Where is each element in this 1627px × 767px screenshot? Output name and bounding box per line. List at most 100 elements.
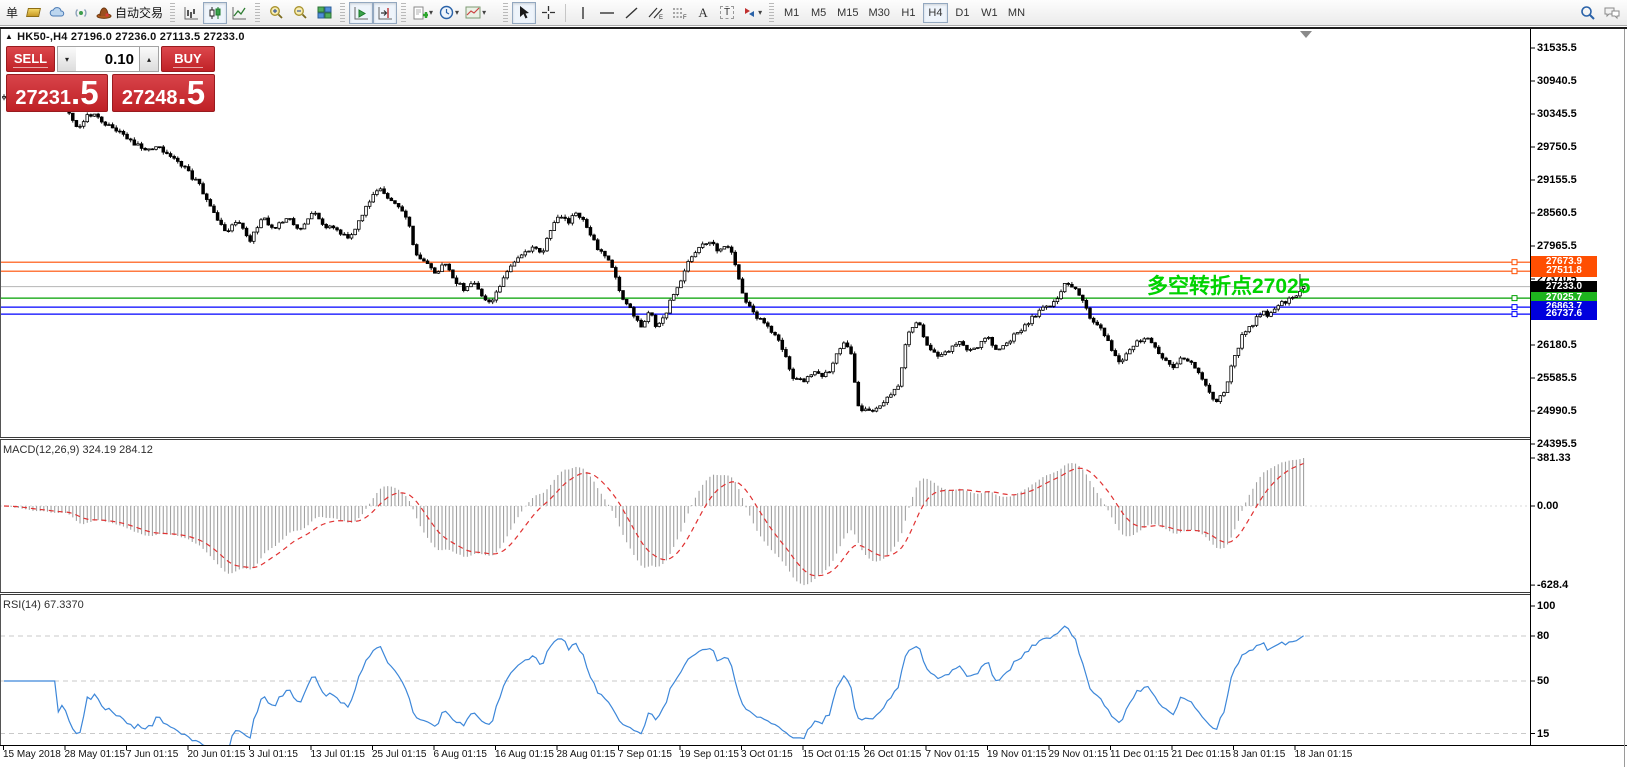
toolbar-grip [170,2,176,23]
trendline-icon [625,6,638,19]
auto-scroll-icon [354,6,369,19]
horizontal-line-tool-button[interactable] [595,2,619,24]
line-chart-mode-button[interactable] [227,2,251,24]
chart-window-right-border [1624,29,1625,767]
chat-button[interactable] [1600,2,1624,24]
vertical-line-tool-button[interactable] [571,2,595,24]
tile-windows-icon [317,6,332,19]
time-tick-label: 7 Nov 01:15 [925,749,980,760]
fibonacci-tool-button[interactable]: F [667,2,691,24]
rsi-pane-separator[interactable] [0,592,1530,595]
time-tick-label: 28 Aug 01:15 [556,749,616,760]
spinner-up-icon: ▴ [146,54,151,64]
sell-button[interactable]: SELL [6,46,55,72]
horizontal-line-icon [600,11,615,14]
zoom-out-button[interactable] [288,2,312,24]
cursor-tool-button[interactable] [512,1,537,24]
price-level-badge: 26737.6 [1531,308,1597,321]
macd-tick-label: 0.00 [1537,500,1559,512]
gold-box-icon [25,8,41,17]
tile-windows-button[interactable] [312,2,336,24]
templates-button[interactable]: ▾ [462,2,489,24]
price-tick-label: 30345.5 [1537,108,1577,120]
zoom-in-button[interactable] [264,2,288,24]
candlestick-mode-button[interactable] [203,1,228,24]
timeframe-button-h1[interactable]: H1 [896,3,921,23]
periods-button[interactable]: ▾ [436,2,462,24]
time-tick-label: 29 Nov 01:15 [1048,749,1109,760]
time-tick-label: 15 Oct 01:15 [802,749,860,760]
timeframe-button-mn[interactable]: MN [1004,3,1029,23]
toolbar-grip [769,2,775,23]
text-label-tool-button[interactable]: T [715,2,739,24]
cloud-icon [49,7,65,17]
new-order-button[interactable]: 单 [3,2,21,24]
sell-button-label: SELL [12,50,49,68]
time-tick-label: 8 Jan 01:15 [1233,749,1286,760]
rsi-tick-label: 50 [1537,675,1550,687]
price-level-badge: 27511.8 [1531,265,1597,278]
trendline-tool-button[interactable] [619,2,643,24]
text-tool-button[interactable]: A [691,2,715,24]
timeframe-button-m5[interactable]: M5 [806,3,831,23]
cloud-signals-button[interactable] [45,2,69,24]
timeframe-button-w1[interactable]: W1 [977,3,1002,23]
svg-text:E: E [659,15,663,20]
template-icon [465,6,481,19]
auto-scroll-button[interactable] [349,1,374,24]
time-tick-label: 11 Dec 01:15 [1110,749,1169,760]
fibonacci-icon: F [673,7,687,20]
toolbar-grip [340,2,346,23]
bar-chart-mode-button[interactable] [179,2,203,24]
equidistant-channel-tool-button[interactable]: E [643,2,667,24]
search-button[interactable] [1576,2,1600,24]
price-tick-label: 28560.5 [1537,207,1577,219]
volume-increase-button[interactable]: ▴ [139,46,159,72]
timeframe-button-m30[interactable]: M30 [865,3,894,23]
indicators-button[interactable]: ▾ [410,2,436,24]
channel-icon: E [648,7,663,20]
market-watch-button[interactable] [21,2,45,24]
auto-trading-button[interactable]: 自动交易 [93,2,166,24]
auto-trading-label: 自动交易 [115,6,164,20]
time-tick-label: 26 Oct 01:15 [864,749,922,760]
timeframe-button-h4[interactable]: H4 [922,2,948,23]
volume-decrease-button[interactable]: ▾ [57,46,77,72]
price-tick-label: 26180.5 [1537,339,1577,351]
arrows-tool-button[interactable]: ▾ [739,2,765,24]
bar-chart-icon [184,6,199,19]
timeframe-button-m1[interactable]: M1 [779,3,804,23]
dropdown-arrow-icon: ▾ [482,8,487,17]
chart-shift-button[interactable] [373,1,398,24]
arrow-objects-icon [745,8,755,17]
buy-price-display[interactable]: 27248.5 [112,74,215,112]
signal-icon [74,9,87,17]
buy-button[interactable]: BUY [161,46,215,72]
panel-collapse-icon[interactable]: ▲ [5,32,14,41]
price-tick-label: 29750.5 [1537,141,1577,153]
toolbar-separator [565,3,567,22]
one-click-trading-panel: SELL ▾ ▴ BUY 27231.5 27248.5 [6,46,215,112]
spinner-down-icon: ▾ [64,54,69,64]
time-tick-label: 6 Aug 01:15 [433,749,487,760]
timeframe-button-d1[interactable]: D1 [950,3,975,23]
sell-price-dec: .5 [71,74,99,111]
chart-window-top-border [0,27,1627,29]
crosshair-tool-button[interactable] [536,2,560,24]
time-tick-label: 7 Sep 01:15 [618,749,672,760]
chart-annotation-text[interactable]: 多空转折点27025 [1147,275,1311,298]
timeframe-button-m15[interactable]: M15 [833,3,862,23]
macd-pane-separator[interactable] [0,437,1530,440]
zoom-in-icon [269,6,283,19]
volume-input[interactable] [76,46,140,72]
sell-price-display[interactable]: 27231.5 [6,74,108,112]
price-tick-label: 29155.5 [1537,174,1577,186]
vertical-line-icon [582,6,584,19]
crosshair-icon [541,6,555,19]
broadcast-button[interactable] [69,2,93,24]
time-tick-label: 3 Jul 01:15 [249,749,298,760]
chart-title: ▲ HK50-,H4 27196.0 27236.0 27113.5 27233.… [5,31,245,43]
toolbar-grip [255,2,261,23]
